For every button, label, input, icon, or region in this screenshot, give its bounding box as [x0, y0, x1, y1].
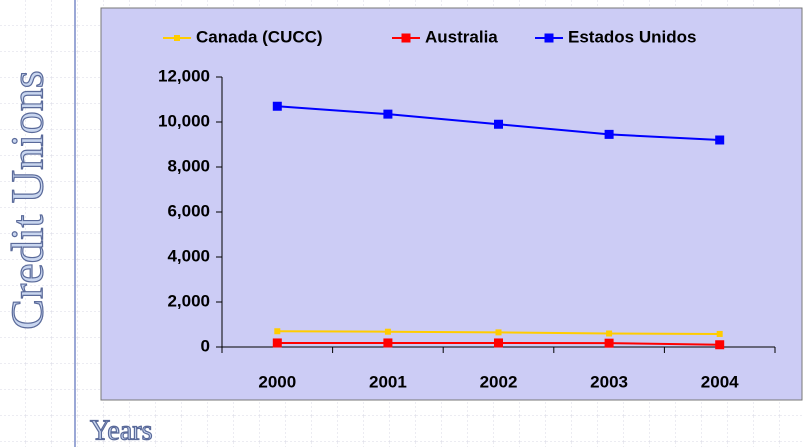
legend-marker: [174, 35, 180, 41]
point-marker: [494, 338, 503, 348]
x-tick-label: 2001: [369, 372, 407, 391]
point-marker: [716, 330, 723, 337]
point-marker: [495, 329, 502, 336]
point-marker: [274, 328, 281, 335]
x-axis-label: Years: [90, 415, 153, 446]
y-tick-label: 2,000: [167, 291, 210, 310]
x-tick-label: 2003: [590, 372, 628, 391]
point-marker: [715, 135, 725, 145]
point-marker: [272, 101, 282, 111]
y-tick-label: 8,000: [167, 156, 210, 175]
y-tick-label: 12,000: [158, 66, 210, 85]
y-tick-label: 0: [201, 336, 210, 355]
point-marker: [604, 338, 614, 348]
point-marker: [272, 338, 282, 348]
point-marker: [715, 340, 725, 350]
legend-marker: [401, 33, 411, 43]
point-marker: [494, 119, 503, 129]
point-marker: [383, 338, 393, 348]
y-axis-label: Credit Unions: [2, 70, 53, 329]
legend-label: Australia: [425, 27, 498, 46]
y-tick-label: 4,000: [167, 246, 210, 265]
x-tick-label: 2000: [258, 372, 296, 391]
y-tick-label: 10,000: [158, 111, 210, 130]
point-marker: [604, 129, 614, 139]
legend-label: Estados Unidos: [568, 27, 696, 46]
x-tick-label: 2002: [480, 372, 518, 391]
legend-label: Canada (CUCC): [196, 27, 323, 46]
point-marker: [606, 330, 613, 337]
point-marker: [383, 109, 393, 119]
x-tick-label: 2004: [701, 372, 739, 391]
legend-marker: [544, 33, 554, 43]
point-marker: [384, 328, 391, 335]
y-tick-label: 6,000: [167, 201, 210, 220]
